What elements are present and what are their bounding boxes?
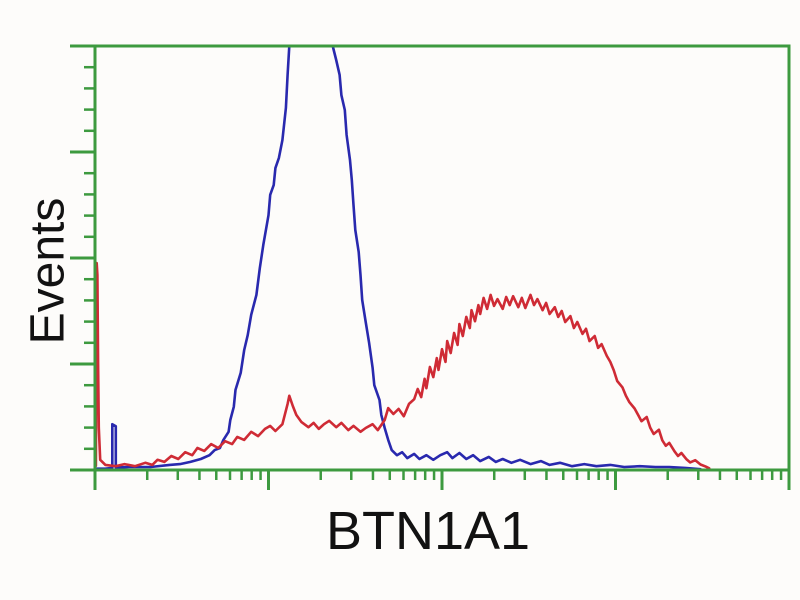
axis-ticks — [70, 44, 791, 490]
red-series-curve — [94, 261, 711, 470]
x-axis-label: BTN1A1 — [325, 501, 531, 561]
blue-series-curve — [93, 44, 702, 471]
y-axis-label: Events — [21, 197, 75, 345]
curves-layer — [93, 44, 711, 471]
plot-border — [93, 44, 791, 472]
